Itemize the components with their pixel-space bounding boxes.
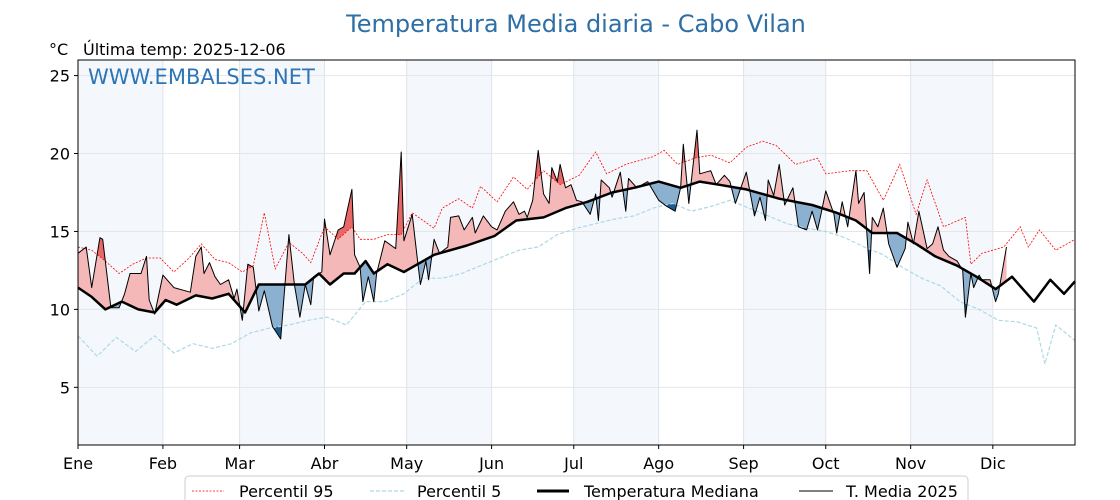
x-tick-label: Mar (225, 454, 256, 473)
legend: Percentil 95 Percentil 5 Temperatura Med… (184, 475, 969, 500)
x-tick-label: Ene (63, 454, 93, 473)
x-tick-label: Feb (149, 454, 177, 473)
watermark: WWW.EMBALSES.NET (88, 65, 315, 89)
legend-label-p95: Percentil 95 (239, 482, 334, 500)
month-shade (910, 60, 993, 445)
last-temp-label: Última temp: 2025-12-06 (83, 40, 286, 59)
series-line-2025 (77, 129, 1007, 340)
legend-label-p5: Percentil 5 (417, 482, 501, 500)
x-tick-label: Abr (311, 454, 339, 473)
y-tick-label: 10 (50, 300, 70, 319)
series-line-p5 (77, 199, 1076, 365)
legend-box (184, 475, 969, 500)
chart-title: Temperatura Media diaria - Cabo Vilan (345, 10, 806, 38)
legend-label-median: Temperatura Mediana (583, 482, 759, 500)
unit-label: °C (49, 40, 68, 59)
x-tick-label: Oct (812, 454, 840, 473)
month-shade (573, 60, 659, 445)
legend-label-actual: T. Media 2025 (845, 482, 958, 500)
month-shade (239, 60, 325, 445)
x-tick-label: Jun (478, 454, 504, 473)
y-tick-label: 20 (50, 145, 70, 164)
month-shade (78, 60, 163, 445)
y-tick-label: 25 (50, 67, 70, 86)
x-tick-label: Sep (729, 454, 759, 473)
x-tick-label: Dic (980, 454, 1006, 473)
x-tick-label: Nov (895, 454, 926, 473)
month-shade (406, 60, 492, 445)
series-line-median (77, 180, 1076, 314)
x-tick-label: Jul (563, 454, 583, 473)
month-shade (743, 60, 826, 445)
plot-frame (77, 59, 1076, 446)
y-tick-label: 15 (50, 222, 70, 241)
x-tick-label: Ago (643, 454, 674, 473)
fill-above-median (78, 130, 1007, 313)
series-line-p95 (77, 140, 1076, 275)
x-tick-label: May (390, 454, 423, 473)
y-tick-label: 5 (60, 378, 70, 397)
